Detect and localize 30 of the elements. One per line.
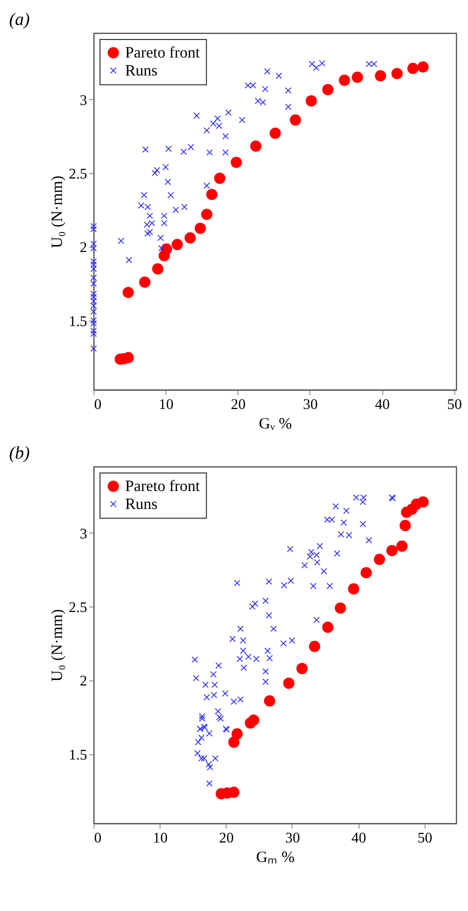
x-tick-label: 50 <box>418 830 432 846</box>
y-tick-label: 1.5 <box>68 314 88 330</box>
legend-label: Pareto front <box>125 44 201 62</box>
legend-label: Runs <box>125 496 158 513</box>
y-tick-label: 1.5 <box>68 747 88 764</box>
x-tick-label: 40 <box>375 396 390 413</box>
legend-label: Runs <box>125 62 158 80</box>
chart-title: (a) <box>9 9 30 30</box>
x-tick-label: 50 <box>447 396 462 413</box>
x-tick-label: 20 <box>219 830 234 846</box>
x-tick-label: 40 <box>351 830 366 846</box>
y-tick-label: 3 <box>80 92 88 109</box>
x-tick-label: 0 <box>94 396 102 413</box>
x-tick-label: 30 <box>302 396 318 413</box>
y-tick-label: 3 <box>80 526 88 542</box>
x-axis-title: Gₘ % <box>256 849 295 866</box>
y-axis-title: U₀ (N·mm) <box>48 609 66 682</box>
chart-title: (b) <box>9 442 30 463</box>
y-tick-label: 2.5 <box>68 166 88 182</box>
y-tick-label: 2 <box>80 240 88 256</box>
x-tick-label: 0 <box>94 830 102 846</box>
x-tick-label: 20 <box>230 396 246 413</box>
y-tick-label: 2 <box>80 674 88 690</box>
legend-label: Pareto front <box>125 478 201 496</box>
x-tick-label: 10 <box>152 830 168 846</box>
y-axis-title: U₀ (N·mm) <box>48 176 66 248</box>
x-tick-label: 10 <box>158 396 174 413</box>
x-axis-title: Gᵥ % <box>258 416 292 433</box>
x-tick-label: 30 <box>285 830 300 846</box>
y-tick-label: 2.5 <box>68 600 88 616</box>
